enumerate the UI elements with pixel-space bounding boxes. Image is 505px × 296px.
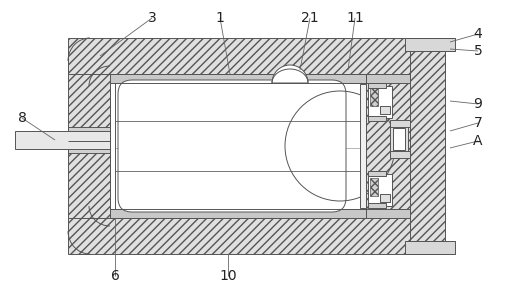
Bar bbox=[404, 241, 454, 254]
Bar bbox=[409, 48, 444, 244]
Bar bbox=[367, 174, 391, 206]
Text: 21: 21 bbox=[300, 11, 318, 25]
Text: 5: 5 bbox=[473, 44, 481, 58]
Bar bbox=[68, 127, 110, 153]
Bar bbox=[68, 74, 110, 218]
Bar bbox=[68, 38, 414, 74]
Bar bbox=[110, 74, 365, 83]
Bar bbox=[379, 194, 389, 202]
Bar bbox=[369, 178, 377, 196]
Text: 1: 1 bbox=[215, 11, 224, 25]
Bar bbox=[367, 171, 385, 176]
Wedge shape bbox=[272, 65, 308, 83]
Bar bbox=[389, 125, 407, 153]
Bar bbox=[392, 128, 404, 150]
Text: 6: 6 bbox=[111, 269, 119, 283]
Bar bbox=[359, 84, 365, 208]
Bar bbox=[15, 131, 110, 149]
FancyBboxPatch shape bbox=[118, 80, 345, 212]
Bar bbox=[367, 86, 391, 118]
Bar bbox=[379, 106, 389, 114]
Text: 4: 4 bbox=[473, 27, 481, 41]
Bar bbox=[110, 209, 365, 218]
Text: 9: 9 bbox=[473, 97, 481, 111]
Text: 10: 10 bbox=[219, 269, 236, 283]
Text: A: A bbox=[472, 134, 482, 148]
Bar bbox=[365, 209, 409, 218]
Bar bbox=[367, 83, 385, 88]
Bar bbox=[389, 151, 409, 158]
Text: 7: 7 bbox=[473, 116, 481, 130]
Bar bbox=[389, 120, 409, 127]
Bar bbox=[367, 116, 385, 121]
Text: 3: 3 bbox=[147, 11, 156, 25]
Text: 11: 11 bbox=[345, 11, 363, 25]
Bar bbox=[365, 74, 409, 218]
Bar bbox=[68, 218, 414, 254]
Bar bbox=[404, 38, 454, 51]
Bar bbox=[365, 74, 409, 83]
Bar bbox=[367, 203, 385, 208]
Text: 8: 8 bbox=[18, 111, 26, 125]
Bar bbox=[110, 83, 365, 209]
Bar bbox=[369, 88, 377, 106]
